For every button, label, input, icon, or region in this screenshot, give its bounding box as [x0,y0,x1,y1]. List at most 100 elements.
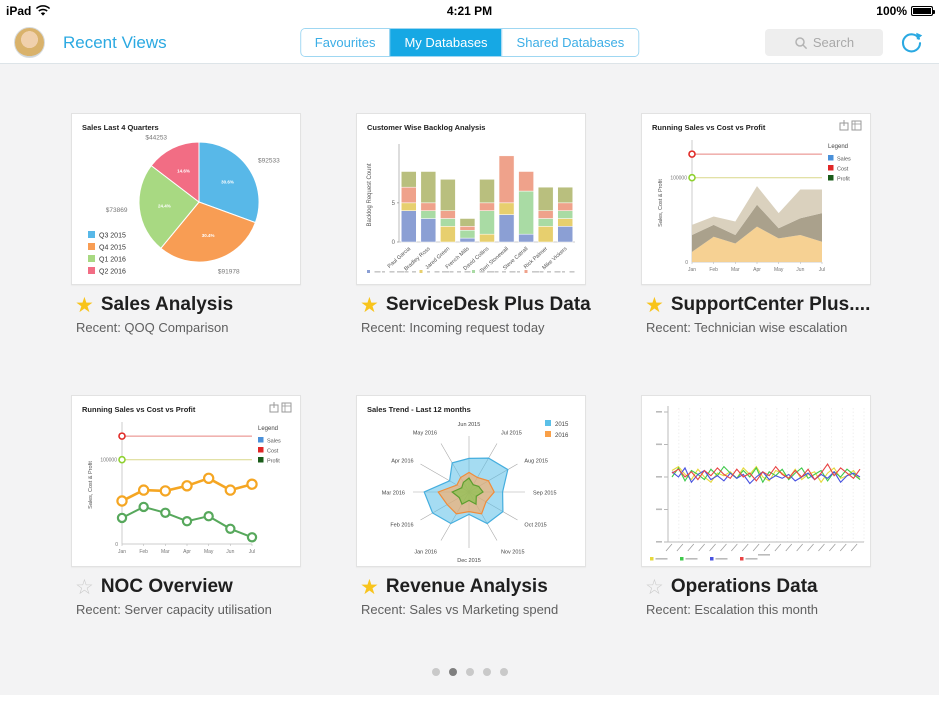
favourite-star-icon[interactable]: ★ [360,293,379,317]
search-input[interactable]: Search [765,29,883,56]
table-icon [281,402,292,413]
tab-favourites[interactable]: Favourites [300,29,390,56]
svg-text:Sales Trend - Last 12 months: Sales Trend - Last 12 months [367,405,471,414]
card-sales-analysis[interactable]: Sales Last 4 Quarters 30.6% $92533 30.4% $91… [71,113,301,335]
table-icon [851,120,862,131]
svg-text:Apr 2016: Apr 2016 [391,459,413,465]
svg-text:Jun: Jun [796,267,804,273]
refresh-icon [901,32,922,53]
svg-text:May 2016: May 2016 [413,431,437,437]
search-placeholder: Search [812,35,855,50]
card-operations-data[interactable]: ☆ Operations Data Recent: Escalation this … [641,395,871,617]
svg-text:Backlog Request Count: Backlog Request Count [367,163,373,226]
card-subtitle: Recent: Escalation this month [646,602,818,617]
chart-thumbnail-svg: Running Sales vs Cost vs Profit Sales, Co… [82,402,292,555]
page-dot-2[interactable] [448,668,457,676]
svg-text:Feb: Feb [139,549,148,555]
svg-text:Jan: Jan [118,549,126,555]
svg-text:Aug 2015: Aug 2015 [524,459,548,465]
avatar[interactable] [14,27,45,58]
status-bar: iPad 4:21 PM 100% [0,0,939,22]
svg-text:14.6%: 14.6% [177,168,190,173]
svg-text:Nov 2015: Nov 2015 [501,549,525,555]
view-thumbnail[interactable] [641,395,871,567]
svg-text:0: 0 [685,260,688,266]
svg-text:Customer Wise Backlog Analysis: Customer Wise Backlog Analysis [367,123,485,132]
svg-text:Q2 2016: Q2 2016 [99,269,126,276]
favourite-star-icon[interactable]: ★ [360,575,379,599]
svg-text:Jul 2015: Jul 2015 [501,431,522,437]
card-subtitle: Recent: Technician wise escalation [646,320,848,335]
card-servicedesk-plus-data[interactable]: Customer Wise Backlog Analysis 0 5 Backlog … [356,113,591,335]
view-thumbnail[interactable]: Customer Wise Backlog Analysis 0 5 Backlog … [356,113,586,285]
svg-text:100000: 100000 [100,458,117,464]
card-subtitle: Recent: QOQ Comparison [76,320,229,335]
bottom-strip [0,695,939,702]
card-subtitle: Recent: Sales vs Marketing spend [361,602,559,617]
svg-text:Profit: Profit [267,459,280,465]
svg-text:Sep 2015: Sep 2015 [533,491,557,497]
svg-text:2015: 2015 [555,422,569,428]
share-icon [269,402,279,413]
svg-text:Jul: Jul [819,267,825,273]
svg-text:May: May [204,549,214,555]
svg-text:Sales, Cost & Profit: Sales, Cost & Profit [88,461,94,509]
svg-text:$92533: $92533 [258,158,280,165]
card-subtitle: Recent: Incoming request today [361,320,545,335]
svg-text:Apr: Apr [183,549,191,555]
tab-shared-databases[interactable]: Shared Databases [501,29,639,56]
svg-text:Legend: Legend [828,144,848,150]
pagination [0,663,939,681]
svg-text:30.6%: 30.6% [221,180,234,185]
header: Recent Views Favourites My Databases Share… [0,22,939,64]
chart-thumbnail-svg: Sales Last 4 Quarters 30.6% $92533 30.4% $91… [82,123,280,276]
chart-thumbnail-svg [650,406,865,561]
view-thumbnail[interactable]: Running Sales vs Cost vs Profit Sales, Co… [71,395,301,567]
favourite-star-icon[interactable]: ★ [75,293,94,317]
svg-text:Sales Last 4 Quarters: Sales Last 4 Quarters [82,123,159,132]
svg-text:Feb 2016: Feb 2016 [390,523,413,529]
view-thumbnail[interactable]: Running Sales vs Cost vs Profit Sales, Co… [641,113,871,285]
search-icon [795,36,808,49]
clock: 4:21 PM [446,4,493,18]
svg-text:Oct 2015: Oct 2015 [524,523,546,529]
svg-text:Cost: Cost [837,167,849,173]
page-dot-4[interactable] [482,668,491,676]
svg-text:30.4%: 30.4% [202,233,215,238]
tab-my-databases[interactable]: My Databases [389,29,502,56]
svg-text:Dec 2015: Dec 2015 [457,558,481,564]
page-dot-5[interactable] [499,668,508,676]
battery-percent: 100% [876,4,907,18]
card-title: SupportCenter Plus.... [670,294,871,315]
svg-text:$73869: $73869 [106,207,128,214]
svg-text:Running Sales vs Cost vs Profi: Running Sales vs Cost vs Profit [652,123,766,132]
svg-text:Q4 2015: Q4 2015 [99,245,126,252]
svg-text:0: 0 [115,542,118,548]
refresh-button[interactable] [897,29,925,57]
card-grid: Sales Last 4 Quarters 30.6% $92533 30.4% $91… [71,113,939,617]
svg-text:Jun 2015: Jun 2015 [458,422,481,428]
svg-text:Q3 2015: Q3 2015 [99,233,126,240]
svg-text:Cost: Cost [267,449,279,455]
chart-thumbnail-svg: Sales Trend - Last 12 months Jun 2015 Jul … [367,405,569,564]
favourite-star-icon[interactable]: ★ [645,293,664,317]
battery-icon [911,6,935,16]
page-dot-3[interactable] [465,668,474,676]
view-thumbnail[interactable]: Sales Last 4 Quarters 30.6% $92533 30.4% $91… [71,113,301,285]
card-supportcenter-plus[interactable]: Running Sales vs Cost vs Profit Sales, Co… [641,113,871,335]
svg-text:Mar: Mar [731,267,740,273]
svg-text:Profit: Profit [837,177,850,183]
svg-text:$44253: $44253 [145,134,167,141]
favourite-star-icon[interactable]: ☆ [75,575,94,599]
view-thumbnail[interactable]: Sales Trend - Last 12 months Jun 2015 Jul … [356,395,586,567]
svg-text:Q1 2016: Q1 2016 [99,257,126,264]
tab-bar: Favourites My Databases Shared Databases [299,28,640,57]
favourite-star-icon[interactable]: ☆ [645,575,664,599]
svg-text:Sales: Sales [837,157,851,163]
card-subtitle: Recent: Server capacity utilisation [76,602,272,617]
page-dot-1[interactable] [431,668,440,676]
card-noc-overview[interactable]: Running Sales vs Cost vs Profit Sales, Co… [71,395,301,617]
card-title: Revenue Analysis [385,576,548,597]
card-revenue-analysis[interactable]: Sales Trend - Last 12 months Jun 2015 Jul … [356,395,586,617]
